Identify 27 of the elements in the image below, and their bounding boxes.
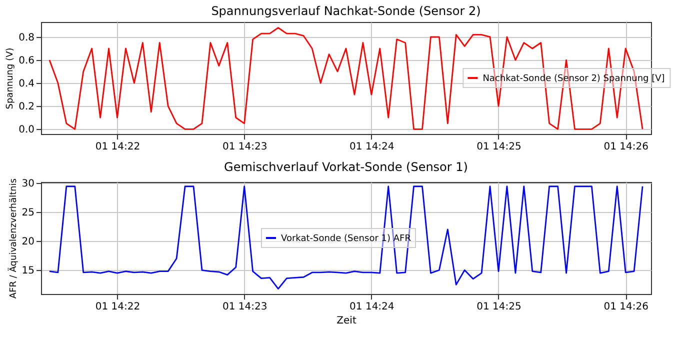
legend-label: Vorkat-Sonde (Sensor 1) AFR	[281, 234, 411, 244]
x-tick-label: 01 14:22	[95, 302, 140, 312]
x-tick-label: 01 14:26	[604, 302, 648, 312]
chart-title: Spannungsverlauf Nachkat-Sonde (Sensor 2)	[211, 4, 481, 18]
x-tick-label: 01 14:26	[604, 142, 648, 152]
x-axis-title: Zeit	[336, 316, 356, 326]
x-tick-label: 01 14:23	[222, 142, 268, 152]
x-tick-label: 01 14:23	[222, 302, 268, 312]
x-tick-label: 01 14:24	[350, 142, 394, 152]
x-tick-label: 01 14:22	[95, 142, 140, 152]
y-tick-label: 20	[22, 236, 34, 248]
x-tick-label: 01 14:25	[476, 302, 522, 312]
y-tick-label: 0.6	[18, 56, 34, 67]
y-tick-label: 15	[22, 266, 34, 277]
x-tick-label: 01 14:24	[350, 302, 394, 312]
chart-title: Gemischverlauf Vorkat-Sonde (Sensor 1)	[224, 160, 468, 174]
y-tick-label: 0.2	[18, 102, 34, 113]
x-tick-label: 01 14:25	[476, 142, 522, 152]
y-tick-label: 0.8	[18, 32, 34, 44]
y-tick-label: 25	[22, 207, 34, 218]
line-series	[48, 186, 644, 290]
y-tick-label: 0.0	[18, 124, 34, 136]
y-axis-title: Spannung (V)	[6, 48, 16, 110]
legend-label: Nachkat-Sonde (Sensor 2) Spannung [V]	[482, 74, 665, 84]
y-tick-label: 30	[22, 178, 34, 190]
y-tick-label: 0.4	[18, 78, 34, 90]
y-axis-title: AFR / Äquivalenzverhältnis	[6, 178, 19, 299]
